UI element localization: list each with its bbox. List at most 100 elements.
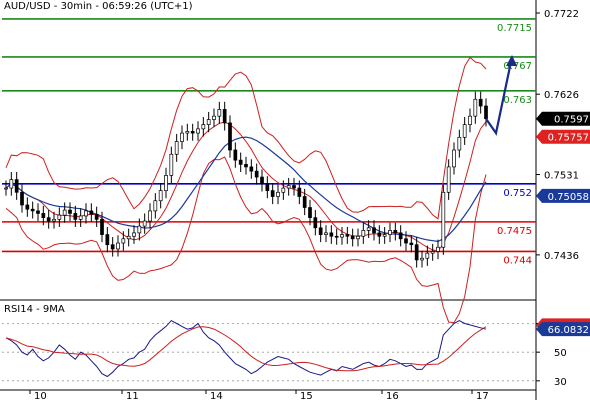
candle-body [478, 98, 483, 107]
candle-body [158, 190, 163, 202]
candle-body [398, 232, 403, 240]
candle-body [377, 232, 382, 237]
candle-body [286, 185, 291, 189]
candle-body [249, 166, 254, 172]
chart-title: AUD/USD - 30min - 06:59:26 (UTC+1) [4, 1, 193, 12]
candle-body [201, 124, 206, 130]
candle-body [254, 170, 259, 178]
candle-body [174, 141, 179, 155]
candle-body [73, 213, 78, 220]
candle-body [169, 153, 174, 176]
candle-body [212, 115, 216, 120]
candle-body [473, 98, 478, 117]
candle-body [260, 176, 264, 185]
candle-body [382, 234, 387, 237]
candle-body [388, 229, 392, 235]
price-tick-label: 0.7626 [544, 90, 579, 101]
candle-body [84, 210, 88, 217]
time-tick-label: 10 [34, 391, 47, 400]
candle-body [116, 242, 120, 250]
candle-body [436, 246, 440, 252]
candle-body [308, 207, 312, 219]
candle-body [57, 214, 62, 220]
projection-line [485, 56, 514, 136]
candle-body [265, 183, 270, 191]
projection-arrowhead [506, 54, 517, 66]
candle-series [4, 91, 488, 268]
candle-body [14, 179, 19, 193]
candle-body [190, 131, 195, 134]
price-tag-label: 0.75757 [548, 133, 589, 144]
candle-body [409, 242, 414, 246]
candle-body [132, 232, 136, 237]
candle-body [105, 234, 110, 246]
rsi-ma-line [5, 326, 487, 372]
candle-body [94, 213, 99, 220]
candle-body [217, 109, 222, 117]
candle-body [36, 210, 40, 214]
candle-body [366, 227, 371, 231]
rsi-line [5, 319, 487, 378]
projection-arrow [485, 54, 517, 136]
time-tick-label: 14 [210, 391, 223, 400]
candle-body [148, 210, 152, 222]
candle-body [350, 235, 355, 240]
candle-body [164, 175, 168, 191]
candle-body [297, 187, 302, 197]
candle-body [484, 105, 488, 120]
candle-body [345, 234, 350, 237]
price-axis: 0.7722 0.7626 0.7531 0.7436 0.7597 0.75757 0.7… [536, 9, 590, 388]
candle-body [9, 179, 14, 189]
candle-body [281, 187, 286, 193]
candle-body [126, 235, 131, 240]
level-label: 0.7475 [497, 226, 532, 237]
candle-body [420, 257, 424, 261]
candle-body [62, 209, 67, 216]
time-tick-label: 11 [126, 391, 139, 400]
candle-body [340, 234, 344, 238]
candle-body [238, 159, 243, 165]
time-axis: 10 11 14 15 16 17 [29, 390, 489, 402]
candle-body [318, 227, 323, 235]
candle-body [462, 124, 467, 138]
level-label: 0.744 [503, 255, 532, 266]
level-label: 0.752 [503, 188, 532, 199]
price-tag [536, 111, 590, 126]
price-tick-label: 0.7531 [544, 171, 579, 182]
candle-body [68, 209, 72, 214]
level-lines: 0.7715 0.767 0.763 0.752 0.7475 0.744 [2, 18, 536, 266]
candle-body [30, 208, 35, 212]
candle-body [457, 136, 462, 151]
lower-band [5, 156, 487, 324]
candle-body [228, 122, 232, 151]
candle-body [329, 232, 334, 237]
candle-body [206, 119, 211, 125]
candle-body [393, 229, 398, 234]
candle-body [185, 131, 190, 134]
candle-body [20, 191, 24, 206]
price-tick-label: 0.7436 [544, 251, 579, 262]
candle-body [276, 191, 280, 197]
candle-body [196, 128, 200, 134]
candle-body [361, 229, 366, 237]
price-tag [536, 129, 590, 144]
candle-body [468, 115, 472, 125]
candle-body [41, 213, 46, 219]
candle-body [142, 220, 147, 227]
candle-body [25, 204, 30, 210]
rsi-tick-label: 30 [554, 377, 567, 388]
candle-body [4, 187, 8, 190]
candle-body [452, 149, 456, 168]
candle-body [233, 149, 238, 161]
price-tag [536, 188, 590, 203]
time-tick-label: 15 [300, 391, 313, 400]
rsi-tag [536, 322, 590, 337]
candle-body [446, 166, 451, 193]
candle-body [222, 109, 227, 124]
candle-body [100, 218, 104, 235]
rsi-tick-label: 50 [554, 348, 567, 359]
candle-body [78, 215, 83, 220]
candle-body [110, 244, 115, 250]
